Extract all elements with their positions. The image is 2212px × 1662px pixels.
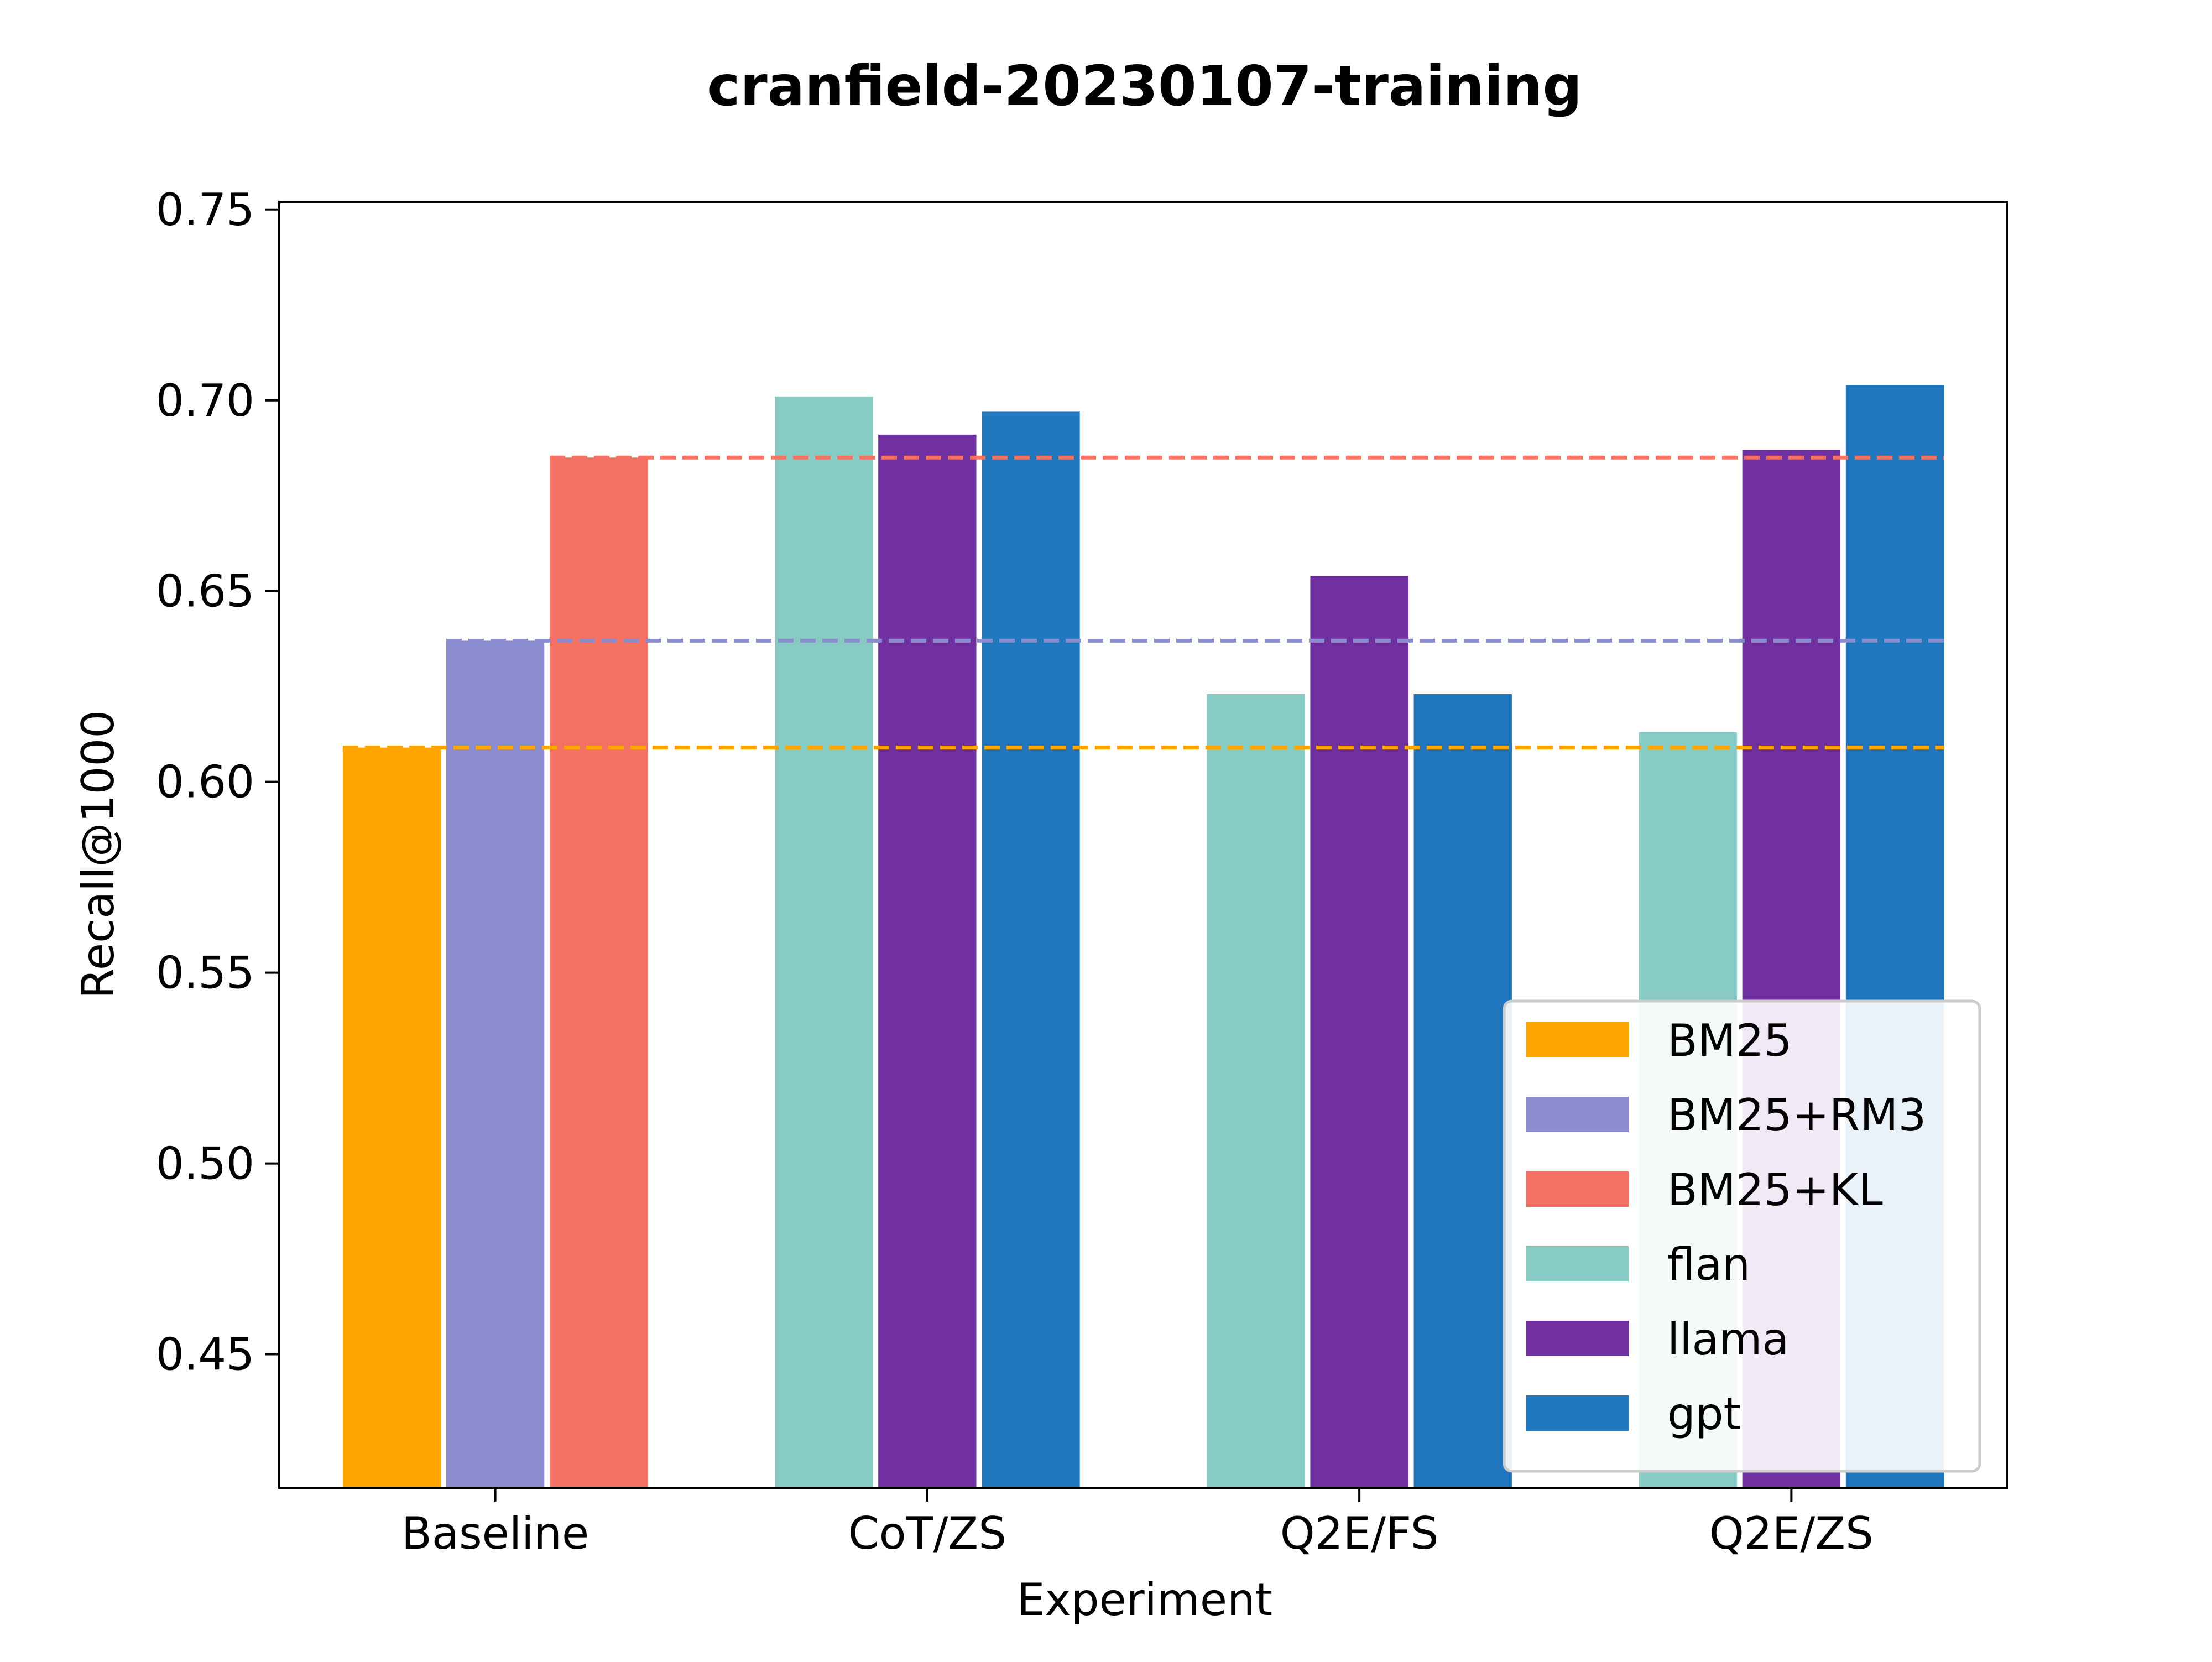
legend-label: BM25 [1667, 1015, 1792, 1066]
bar-bm25 [342, 747, 441, 1488]
legend-label: llama [1667, 1314, 1789, 1365]
legend-label: gpt [1667, 1388, 1741, 1440]
legend-swatch [1526, 1097, 1629, 1132]
y-axis-label: Recall@1000 [72, 710, 124, 999]
y-tick-label: 0.65 [156, 566, 254, 617]
x-tick-label: Baseline [401, 1508, 589, 1559]
chart-title: cranfield-20230107-training [707, 54, 1582, 118]
bar-gpt-q2e-fs [1413, 694, 1512, 1488]
x-axis-label: Experiment [1017, 1574, 1272, 1625]
x-tick-label: Q2E/FS [1280, 1508, 1439, 1559]
y-tick-label: 0.70 [156, 375, 254, 426]
bar-gpt-cot-zs [982, 411, 1080, 1488]
bar-llama-cot-zs [878, 434, 977, 1488]
legend-swatch [1526, 1246, 1629, 1281]
legend-swatch [1526, 1321, 1629, 1356]
legend-label: flan [1667, 1239, 1750, 1290]
legend: BM25 BM25+RM3 BM25+KL flan llama gpt [1503, 999, 1981, 1473]
y-tick-label: 0.55 [156, 947, 254, 999]
bar-bm25-rm3 [446, 640, 545, 1488]
legend-label: BM25+KL [1667, 1164, 1883, 1216]
legend-label: BM25+RM3 [1667, 1090, 1926, 1141]
bar-bm25-kl [550, 457, 648, 1488]
legend-swatch [1526, 1022, 1629, 1057]
y-tick-label: 0.60 [156, 757, 254, 808]
y-tick-label: 0.50 [156, 1138, 254, 1190]
legend-swatch [1526, 1171, 1629, 1207]
plot-area: 0.45 0.50 0.55 0.60 0.65 0.70 0.75 Baseline CoT/… [156, 184, 2008, 1559]
bar-flan-q2e-fs [1207, 694, 1305, 1488]
x-tick-label: Q2E/ZS [1709, 1508, 1874, 1559]
y-tick-label: 0.75 [156, 184, 254, 236]
plot-frame [278, 201, 2008, 1489]
bar-llama-q2e-fs [1310, 576, 1408, 1488]
y-tick-label: 0.45 [156, 1329, 254, 1380]
legend-swatch [1526, 1395, 1629, 1431]
x-tick-label: CoT/ZS [848, 1508, 1006, 1559]
bar-flan-cot-zs [775, 396, 873, 1488]
